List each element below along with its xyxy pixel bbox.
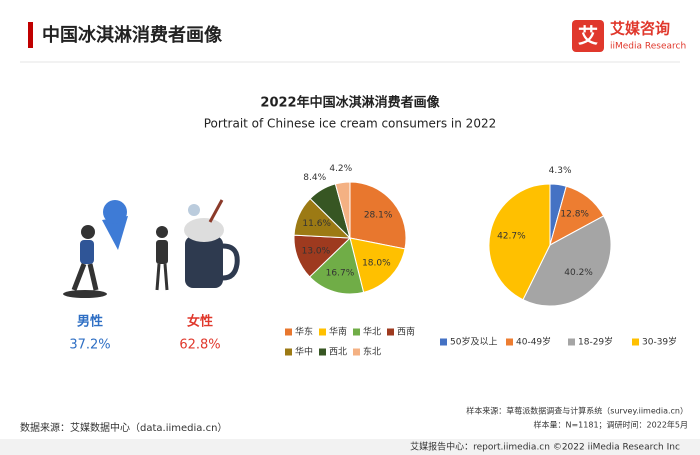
chart-subtitle: Portrait of Chinese ice cream consumers … [204, 117, 496, 131]
legend-swatch [387, 328, 394, 336]
legend-swatch [353, 348, 360, 356]
pie-slice [308, 237, 365, 295]
slice-label: 11.6% [302, 219, 331, 229]
page-title: 中国冰淇淋消费者画像 [42, 24, 223, 46]
legend-swatch [285, 348, 292, 356]
legend-swatch [632, 338, 639, 346]
legend-swatch [440, 338, 447, 346]
legend-label: 华北 [363, 326, 381, 338]
gender-value: 37.2% [69, 338, 110, 353]
pie-slice [349, 237, 406, 293]
slice-label: 42.7% [497, 231, 526, 241]
pie-slice [349, 181, 407, 250]
legend-label: 华东 [295, 326, 313, 338]
slice-label: 16.7% [326, 268, 355, 278]
gender-value: 62.8% [179, 338, 220, 353]
slice-label: 4.3% [549, 166, 572, 176]
legend-label: 40-49岁 [516, 336, 551, 348]
pie-slice [522, 215, 612, 307]
gender-label: 男性 [77, 314, 103, 330]
male-illustration [63, 200, 128, 298]
slice-label: 13.0% [302, 246, 331, 256]
legend-swatch [568, 338, 575, 346]
female-illustration [155, 199, 240, 291]
legend-swatch [319, 328, 326, 336]
footer-bar [0, 439, 700, 455]
legend-swatch [285, 328, 292, 336]
chart-title: 2022年中国冰淇淋消费者画像 [260, 95, 440, 111]
logo-en: iiMedia Research [610, 42, 686, 52]
legend-swatch [353, 328, 360, 336]
legend-label: 30-39岁 [642, 336, 677, 348]
slice-label: 4.2% [329, 164, 352, 174]
legend-label: 东北 [363, 346, 381, 358]
sample-source: 样本来源：草莓派数据调查与计算系统（survey.iimedia.cn） [466, 406, 688, 416]
slice-label: 28.1% [364, 210, 393, 220]
sample-size: 样本量：N=1181；调研时间：2022年5月 [534, 420, 689, 430]
logo-mark [572, 20, 604, 52]
pie-slice [334, 181, 351, 239]
slice-label: 40.2% [564, 268, 593, 278]
report-link: 艾媒报告中心：report.iimedia.cn ©2022 iiMedia R… [410, 441, 680, 453]
legend-label: 18-29岁 [578, 336, 613, 348]
legend-label: 华中 [295, 346, 313, 358]
slice-label: 12.8% [560, 209, 589, 219]
slice-label: 8.4% [303, 173, 326, 183]
source-note: 数据来源：艾媒数据中心（data.iimedia.cn） [20, 421, 227, 434]
title-bar [28, 22, 33, 48]
logo-cn: 艾媒咨询 [610, 20, 670, 38]
legend-label: 华南 [329, 326, 347, 338]
gender-label: 女性 [187, 314, 213, 330]
legend-swatch [319, 348, 326, 356]
logo-glyph: 艾 [578, 24, 598, 48]
slice-label: 18.0% [362, 259, 391, 269]
legend-label: 50岁及以上 [450, 336, 497, 348]
pie-slice [488, 183, 551, 301]
legend-label: 西北 [329, 347, 347, 358]
legend-swatch [506, 338, 513, 346]
legend-label: 西南 [397, 326, 415, 338]
